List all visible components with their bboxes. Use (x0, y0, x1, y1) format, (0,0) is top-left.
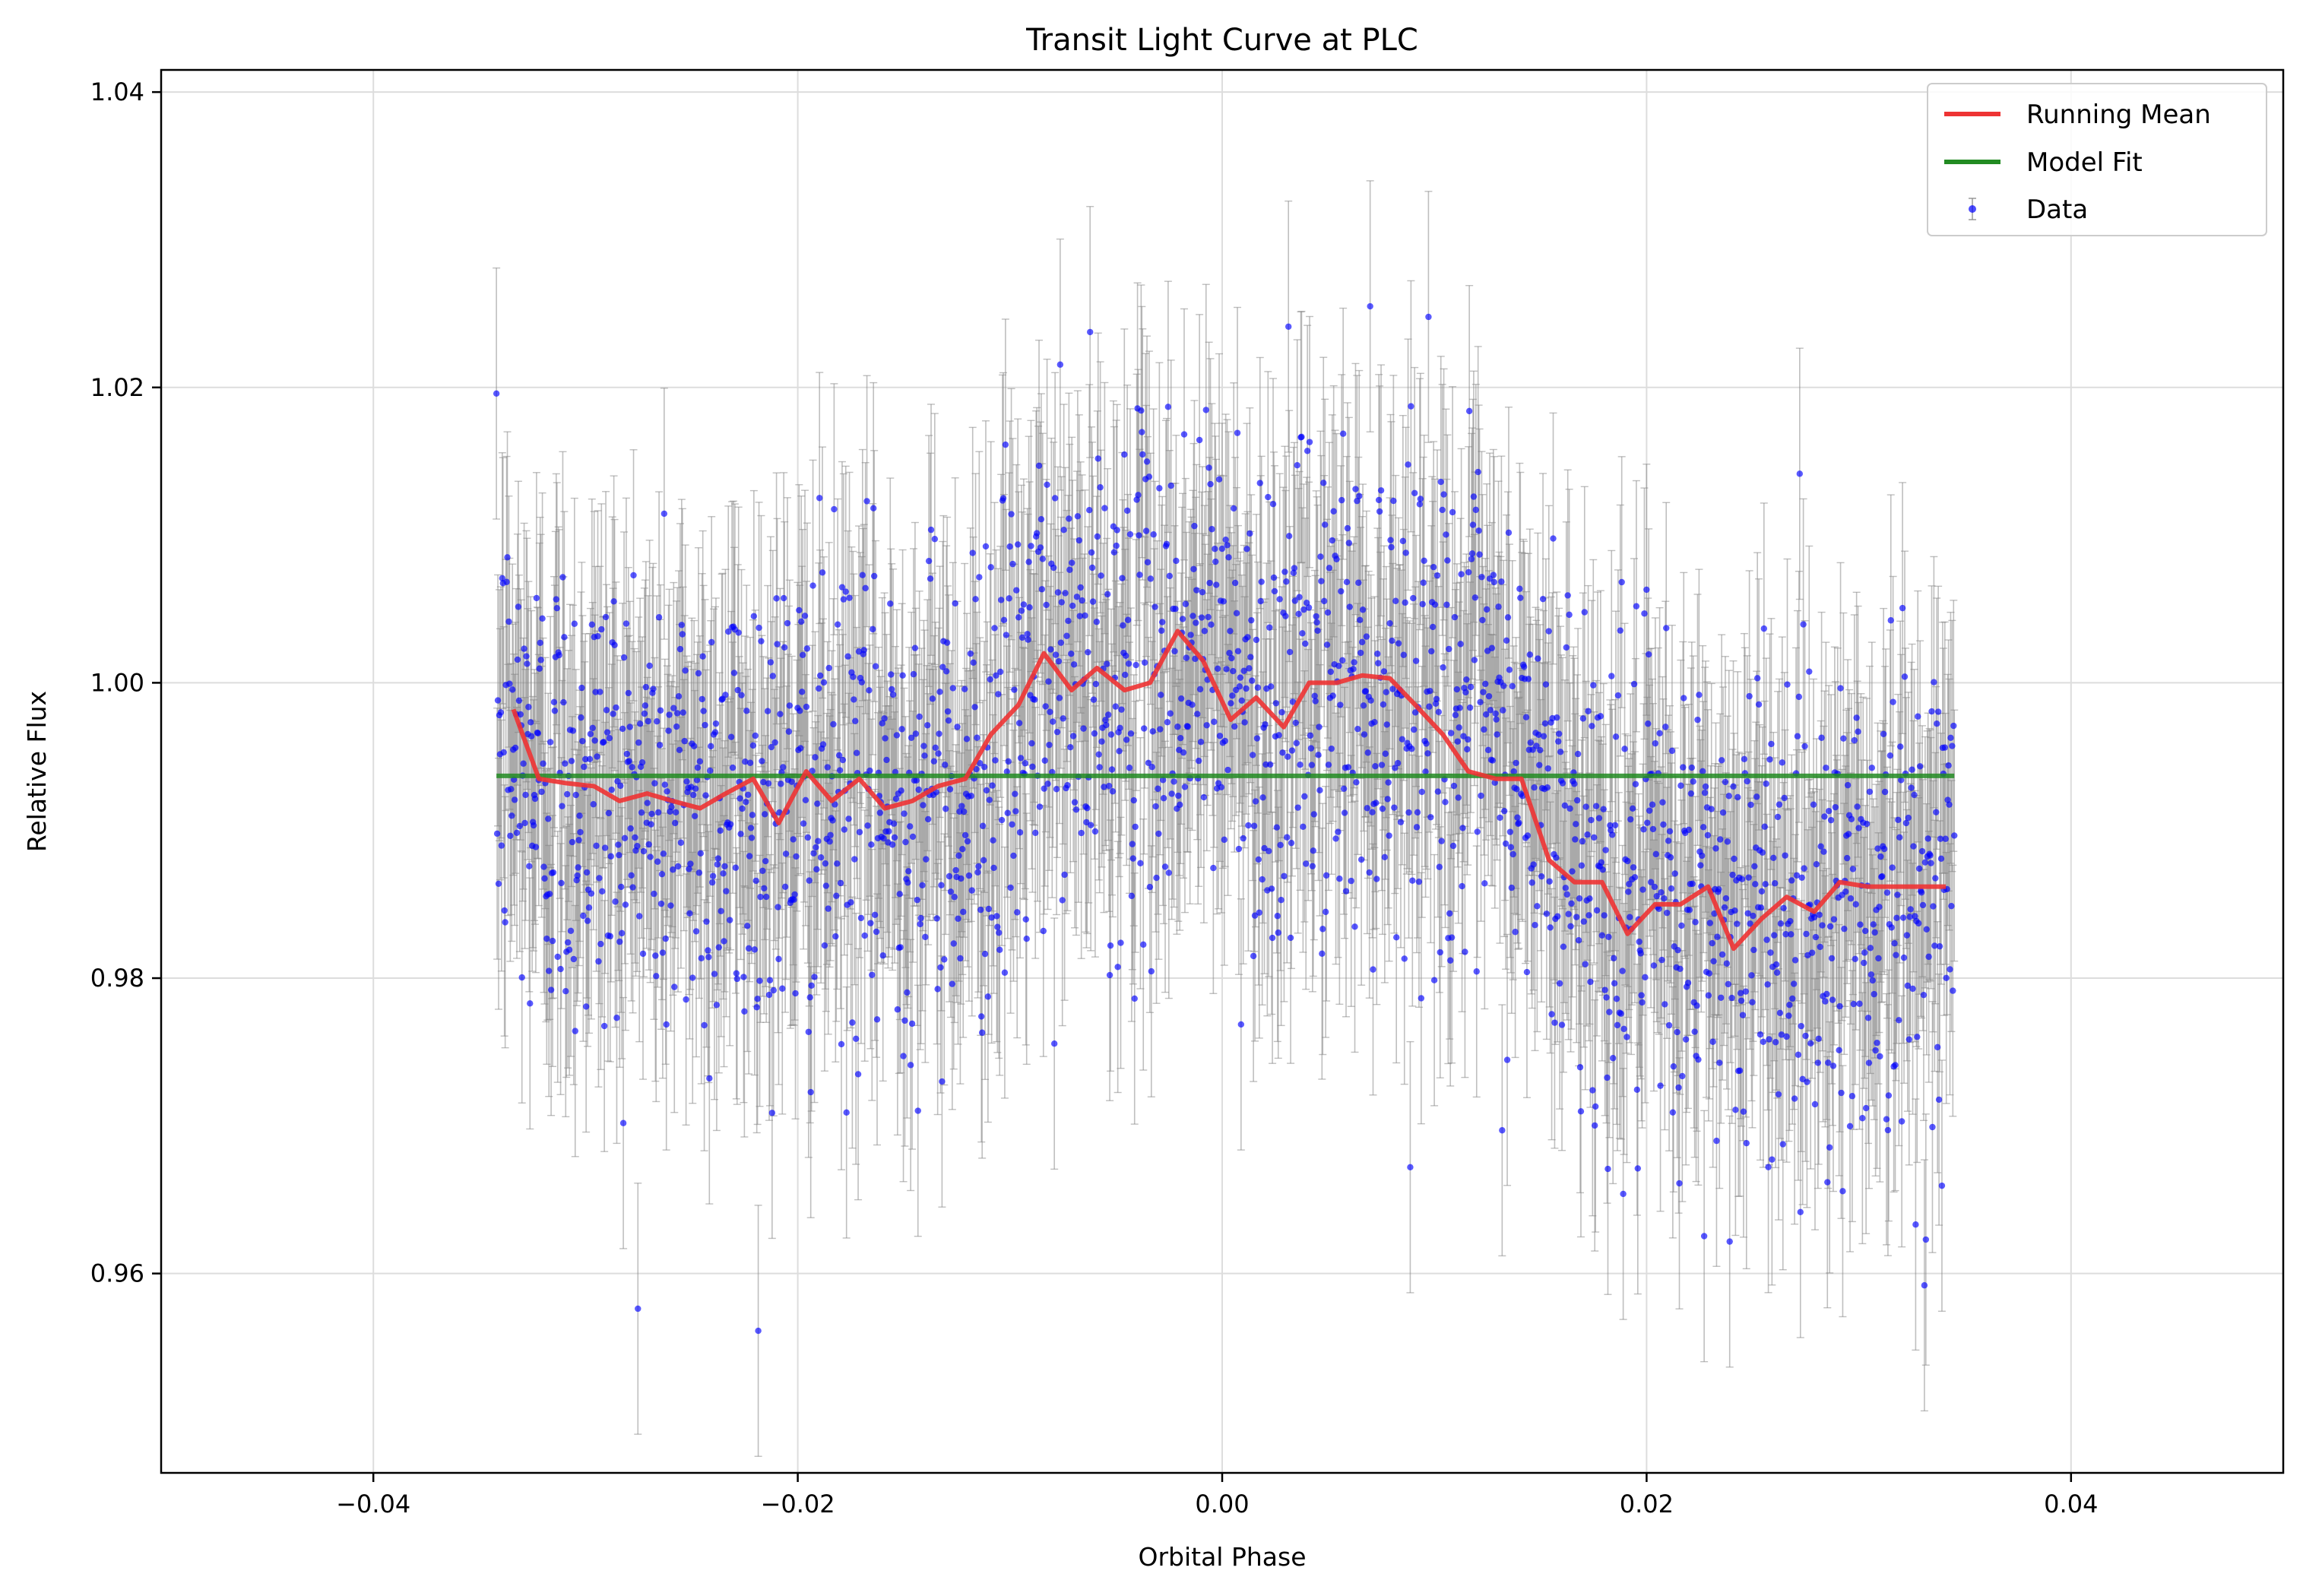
chart: −0.04 −0.02 0.00 0.02 0.040.960.981.001.021.… (22, 23, 2285, 1572)
